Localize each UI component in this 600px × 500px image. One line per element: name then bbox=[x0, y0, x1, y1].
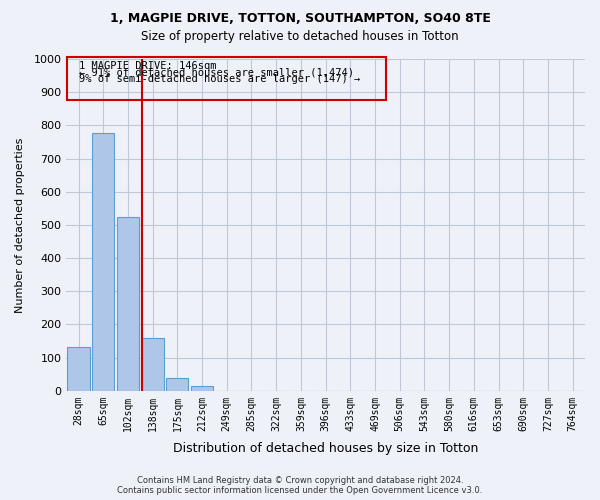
Bar bbox=[142, 338, 164, 391]
Text: Size of property relative to detached houses in Totton: Size of property relative to detached ho… bbox=[141, 30, 459, 43]
Bar bbox=[92, 132, 115, 391]
Bar bbox=[191, 386, 213, 391]
Y-axis label: Number of detached properties: Number of detached properties bbox=[15, 137, 25, 312]
Bar bbox=[67, 346, 89, 391]
X-axis label: Distribution of detached houses by size in Totton: Distribution of detached houses by size … bbox=[173, 442, 478, 455]
Text: 1 MAGPIE DRIVE: 146sqm: 1 MAGPIE DRIVE: 146sqm bbox=[79, 62, 216, 72]
Bar bbox=[166, 378, 188, 391]
Text: ← 91% of detached houses are smaller (1,474): ← 91% of detached houses are smaller (1,… bbox=[79, 68, 353, 78]
Text: 1, MAGPIE DRIVE, TOTTON, SOUTHAMPTON, SO40 8TE: 1, MAGPIE DRIVE, TOTTON, SOUTHAMPTON, SO… bbox=[110, 12, 490, 26]
Text: 9% of semi-detached houses are larger (147) →: 9% of semi-detached houses are larger (1… bbox=[79, 74, 360, 84]
Bar bbox=[117, 216, 139, 391]
Text: Contains HM Land Registry data © Crown copyright and database right 2024.
Contai: Contains HM Land Registry data © Crown c… bbox=[118, 476, 482, 495]
Bar bbox=[67, 58, 386, 100]
